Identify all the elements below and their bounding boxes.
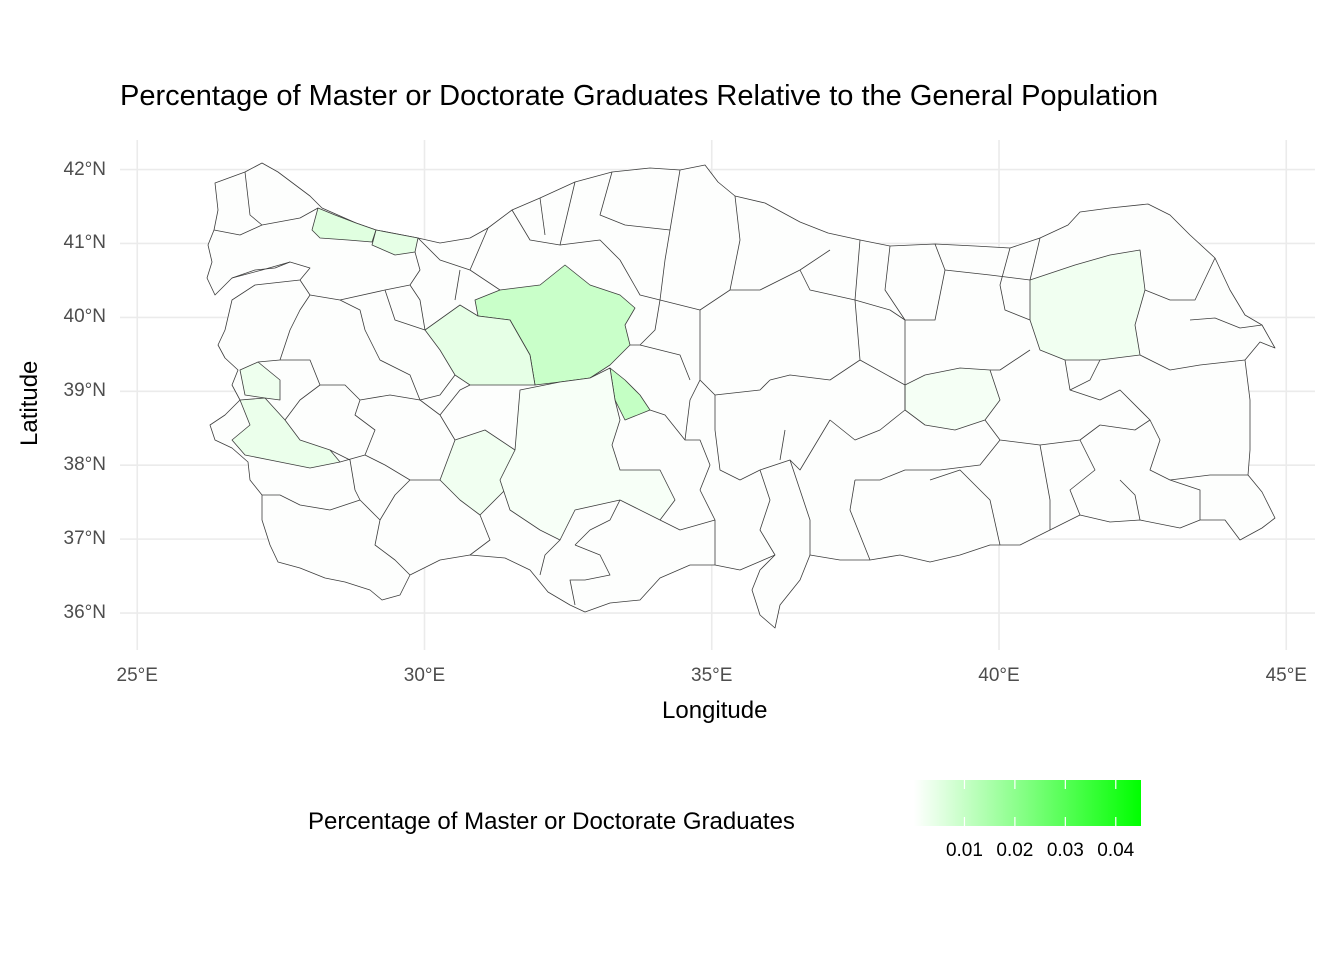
y-tick-label: 40°N [63, 306, 106, 328]
chart-title: Percentage of Master or Doctorate Gradua… [120, 80, 1159, 112]
province-istanbul [311, 207, 377, 243]
province-map [206, 162, 1276, 629]
x-tick-label: 25°E [116, 665, 158, 686]
y-tick-label: 36°N [63, 602, 106, 624]
y-tick-label: 41°N [63, 232, 106, 254]
x-axis-title: Longitude [662, 697, 768, 724]
y-axis-title: Latitude [16, 360, 43, 446]
legend-tick-label: 0.01 [945, 840, 983, 861]
province-konya-central [499, 367, 676, 541]
province-eskisehir [424, 304, 536, 386]
x-tick-label: 35°E [691, 665, 733, 686]
legend-title: Percentage of Master or Doctorate Gradua… [308, 808, 795, 835]
legend-colorbar [914, 780, 1141, 826]
y-tick-label: 38°N [63, 454, 106, 476]
province-elazig [904, 367, 1001, 431]
y-tick-label: 42°N [63, 158, 106, 180]
x-tick-label: 30°E [403, 665, 446, 686]
y-tick-label: 37°N [63, 528, 106, 550]
country-outline [206, 162, 1276, 629]
province-erzurum [1029, 249, 1146, 361]
legend-tick-label: 0.04 [1097, 840, 1135, 861]
province-konya [439, 429, 516, 516]
y-tick-label: 39°N [63, 380, 106, 402]
x-tick-label: 45°E [1265, 665, 1307, 686]
legend-tick-label: 0.02 [996, 840, 1034, 861]
province-kocaeli [371, 229, 419, 256]
x-tick-label: 40°E [978, 665, 1020, 686]
province-izmir [231, 397, 341, 469]
legend-tick-label: 0.03 [1046, 840, 1084, 861]
